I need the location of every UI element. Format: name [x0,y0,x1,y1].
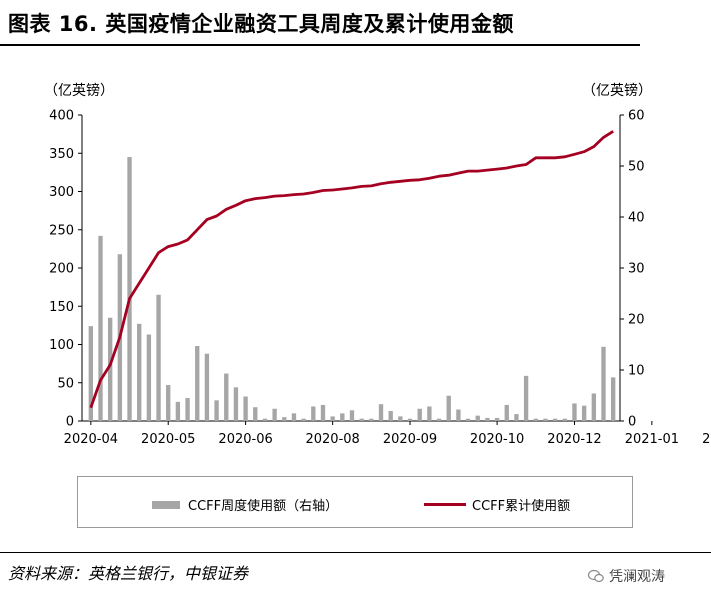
legend-item-cumulative: CCFF累计使用额 [424,495,570,514]
weekly-bar [195,346,200,421]
left-axis-unit: （亿英镑） [44,83,114,99]
left-tick-label: 100 [49,338,74,353]
weekly-bar [465,418,471,421]
legend-line-swatch [424,503,466,506]
weekly-bar [340,413,345,421]
weekly-bar [291,413,297,421]
weekly-bar [436,418,442,421]
weekly-bar [175,401,181,421]
legend-bar-swatch [152,500,180,509]
x-tick-label: 2021-01 [625,432,679,447]
x-tick-label: 2020-09 [383,432,437,447]
weekly-bar [146,334,152,421]
left-tick-label: 50 [57,376,74,391]
watermark-text: 凭澜观涛 [609,569,665,585]
weekly-bar [543,418,548,421]
x-tick-label: 2020-05 [141,432,195,447]
weekly-bar [262,418,268,421]
weekly-bar [427,406,432,421]
watermark: 凭澜观涛 [588,566,665,586]
weekly-bar [359,418,364,421]
cumulative-line [89,130,614,409]
legend-item-weekly: CCFF周度使用额（右轴） [152,495,338,514]
x-tick-label: 2020-06 [218,432,272,447]
weekly-bar [523,375,529,421]
weekly-bar [330,416,335,421]
left-tick-label: 350 [49,147,74,162]
weekly-bar [214,400,219,421]
weekly-bar [378,404,384,421]
left-tick-label: 0 [66,415,74,430]
weekly-bar [233,387,239,421]
left-tick-label: 400 [49,109,74,124]
right-axis-unit: （亿英镑） [582,83,652,99]
weekly-bar [349,410,355,421]
weekly-bar [224,373,229,421]
weekly-bar [456,409,461,421]
left-tick-label: 300 [49,185,74,200]
x-tick-label: 2020-08 [305,432,359,447]
weekly-bar [156,294,161,421]
right-tick-label: 20 [628,313,645,328]
right-tick-label: 30 [628,262,645,277]
legend-weekly-label: CCFF周度使用额（右轴） [188,499,339,514]
weekly-bar [581,405,587,421]
title-underline [0,44,640,46]
x-tick-label: 2020-10 [470,432,524,447]
weekly-bar [446,395,451,421]
left-tick-label: 200 [49,262,74,277]
weekly-bar [398,416,403,421]
weekly-bar [301,418,306,421]
weekly-bar [485,417,490,421]
left-tick-label: 250 [49,223,74,238]
weekly-bar [572,403,577,421]
weekly-bar [320,404,326,421]
combo-chart: 0 50 100 150 200 250 300 350 400 0 10 20 30 40 50 60 202… [49,109,711,448]
left-tick-label: 150 [49,300,74,315]
weekly-bar [475,415,480,421]
legend: CCFF周度使用额（右轴） CCFF累计使用额 [77,476,633,528]
weekly-bar [98,235,103,421]
weekly-bar [243,396,248,421]
weekly-bar [108,317,113,421]
weekly-bar [552,418,558,421]
weekly-bar [601,346,606,421]
weekly-bar [494,417,500,421]
weekly-bar [166,385,171,421]
weekly-bar [562,418,567,421]
weekly-bar [88,326,94,421]
weekly-bar [127,157,132,421]
right-tick-label: 60 [628,109,645,124]
right-tick-label: 10 [628,364,645,379]
weekly-bar [311,406,316,421]
weekly-bar [504,404,509,421]
legend-cumulative-label: CCFF累计使用额 [472,499,571,514]
weekly-bar [388,411,393,421]
right-tick-label: 40 [628,211,645,226]
weekly-bar [272,408,277,421]
wechat-icon [588,569,604,583]
weekly-bar [533,418,538,421]
weekly-bar [185,398,190,421]
x-tick-label: 2020-12 [547,432,601,447]
weekly-bar [407,418,413,421]
chart-title: 图表 16. 英国疫情企业融资工具周度及累计使用金额 [8,12,514,36]
x-tick-label: 2020-04 [64,432,118,447]
right-tick-label: 50 [628,160,645,175]
weekly-bar [591,393,596,421]
right-tick-label: 0 [628,415,636,430]
weekly-bar [514,414,519,421]
footer-divider [0,552,711,553]
weekly-bar [282,417,287,421]
weekly-bar [253,407,258,421]
source-note: 资料来源：英格兰银行，中银证券 [8,564,249,583]
weekly-bar [204,353,210,421]
weekly-bar [417,408,422,421]
x-tick-label: 2021-03 [702,432,711,447]
weekly-bar [137,323,142,421]
weekly-bar [369,418,374,421]
weekly-bar [610,377,616,421]
